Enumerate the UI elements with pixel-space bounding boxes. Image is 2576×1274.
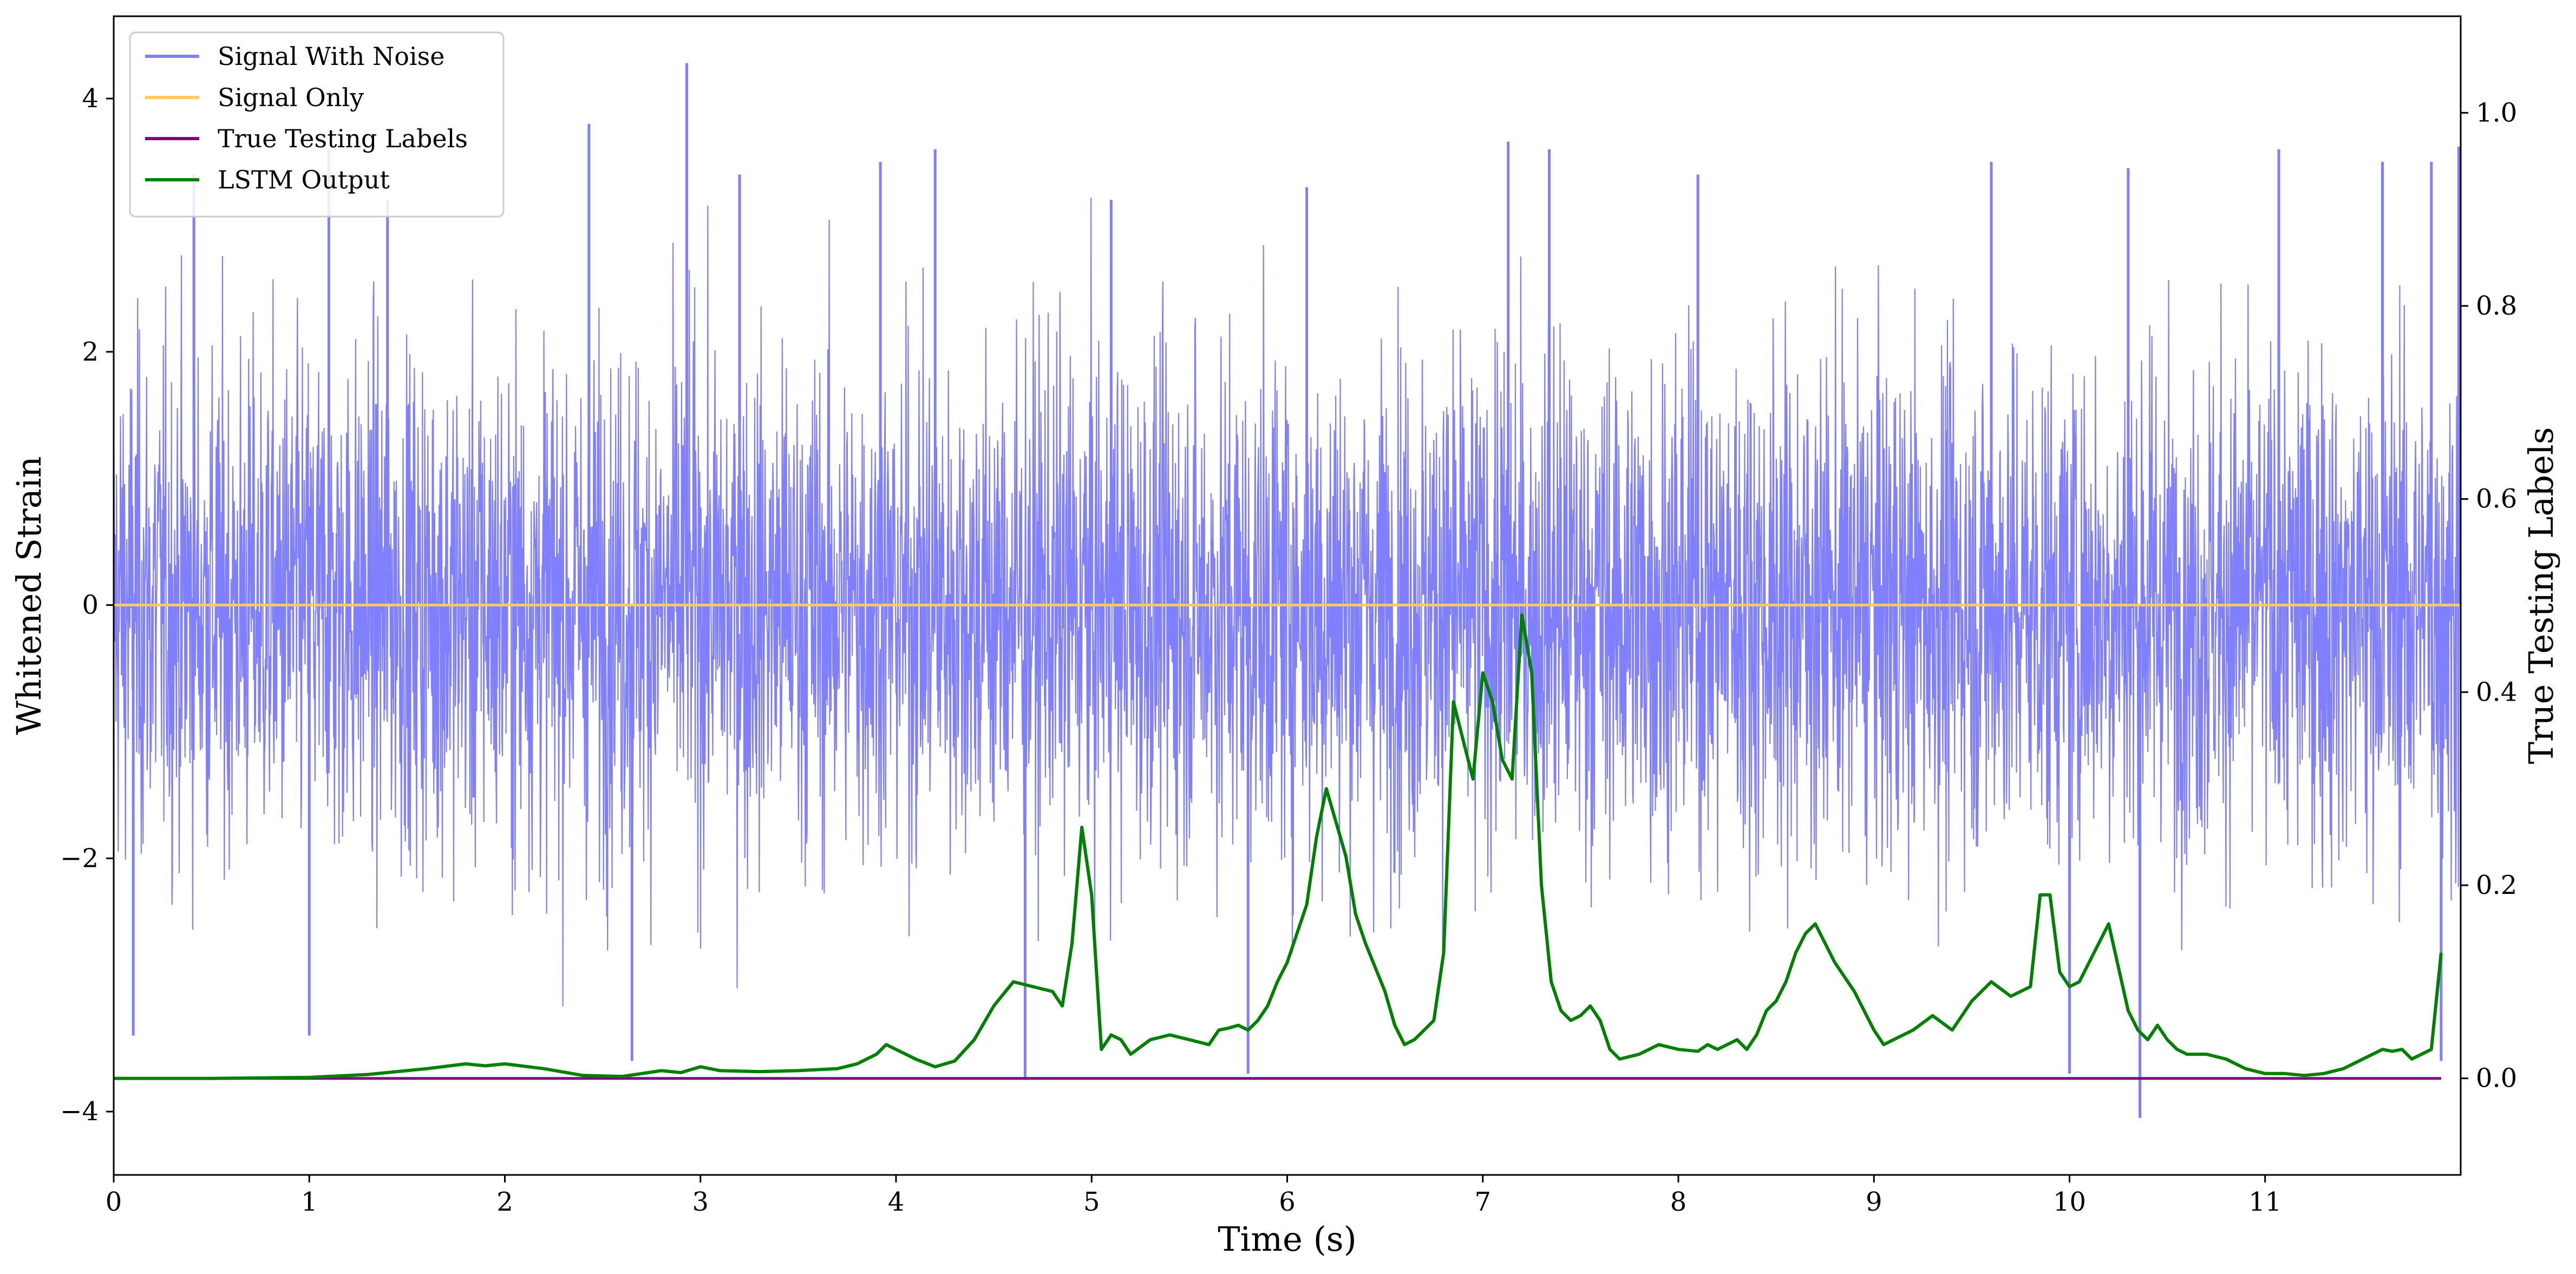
legend-label: Signal Only bbox=[218, 83, 364, 112]
y-axis-left-label: Whitened Strain bbox=[9, 456, 49, 735]
legend-label: LSTM Output bbox=[218, 165, 390, 194]
y-right-tick-label: 0.4 bbox=[2476, 677, 2517, 707]
y-left-tick-label: 2 bbox=[82, 337, 99, 367]
x-tick-label: 1 bbox=[301, 1187, 318, 1217]
y-right-tick-label: 0.2 bbox=[2476, 870, 2517, 900]
x-tick-label: 9 bbox=[1866, 1187, 1882, 1217]
y-right-tick-label: 0.6 bbox=[2476, 484, 2517, 514]
y-left-tick-label: −2 bbox=[60, 843, 99, 873]
legend: Signal With Noise Signal Only True Testing… bbox=[129, 31, 505, 218]
y-left-tick-label: 0 bbox=[82, 590, 99, 620]
x-tick-label: 4 bbox=[888, 1187, 905, 1217]
x-tick-label: 5 bbox=[1083, 1187, 1100, 1217]
x-tick-label: 8 bbox=[1670, 1187, 1687, 1217]
signal-with-noise-series bbox=[113, 63, 2462, 1118]
y-left-tick-label: −4 bbox=[60, 1096, 99, 1127]
x-tick-label: 6 bbox=[1279, 1187, 1296, 1217]
legend-label: True Testing Labels bbox=[218, 124, 468, 153]
y-right-tick-label: 0.0 bbox=[2476, 1063, 2517, 1094]
axis-ticks-layer: 0 1 2 3 4 5 6 7 8 9 10 11 −4 −2 0 2 4 0.0 0.2 0.4 0.6 0.8 1.0 bbox=[60, 83, 2517, 1217]
y-right-tick-label: 1.0 bbox=[2476, 97, 2517, 128]
legend-box bbox=[129, 31, 505, 218]
x-tick-label: 10 bbox=[2053, 1187, 2086, 1217]
x-tick-label: 0 bbox=[106, 1187, 122, 1217]
lstm-output-line bbox=[114, 613, 2443, 1080]
y-left-tick-label: 4 bbox=[82, 83, 99, 114]
x-axis-label: Time (s) bbox=[1218, 1219, 1357, 1259]
x-tick-label: 11 bbox=[2248, 1187, 2281, 1217]
y-right-tick-label: 0.8 bbox=[2476, 291, 2517, 321]
series-lines-layer bbox=[114, 604, 2461, 1080]
y-axis-right-label: True Testing Labels bbox=[2521, 427, 2561, 765]
x-tick-label: 7 bbox=[1474, 1187, 1491, 1217]
x-tick-label: 3 bbox=[692, 1187, 709, 1217]
x-tick-label: 2 bbox=[496, 1187, 513, 1217]
legend-label: Signal With Noise bbox=[218, 42, 444, 71]
